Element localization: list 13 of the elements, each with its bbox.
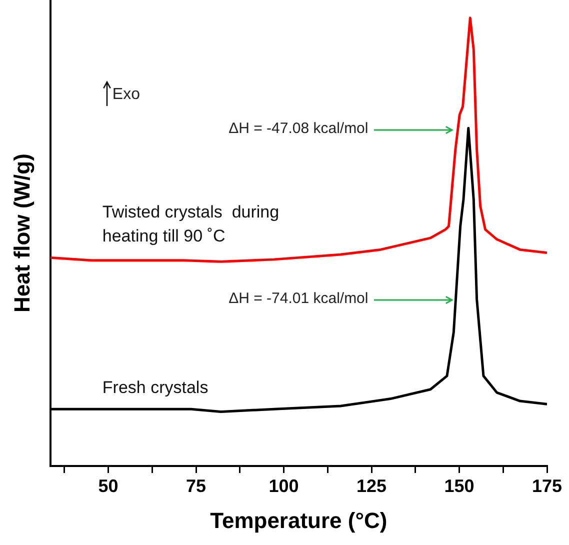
series-label: Twisted crystals during heating till 90 ˚C [102, 202, 280, 246]
series-label: Fresh crystals [102, 378, 208, 398]
y-axis-title: Heat flow (W/g) [9, 154, 34, 312]
annotation: ΔH = -74.01 kcal/mol [228, 290, 368, 308]
x-tick-label: 125 [356, 476, 387, 496]
annotation: Exo [112, 86, 140, 104]
x-tick-label: 175 [532, 476, 562, 496]
x-tick-label: 100 [268, 476, 299, 496]
x-tick-label: 75 [186, 476, 206, 496]
x-tick-label: 150 [444, 476, 474, 496]
x-axis-title: Temperature (°C) [210, 508, 388, 533]
annotation: ΔH = -47.08 kcal/mol [228, 120, 368, 137]
x-tick-label: 50 [98, 476, 118, 496]
